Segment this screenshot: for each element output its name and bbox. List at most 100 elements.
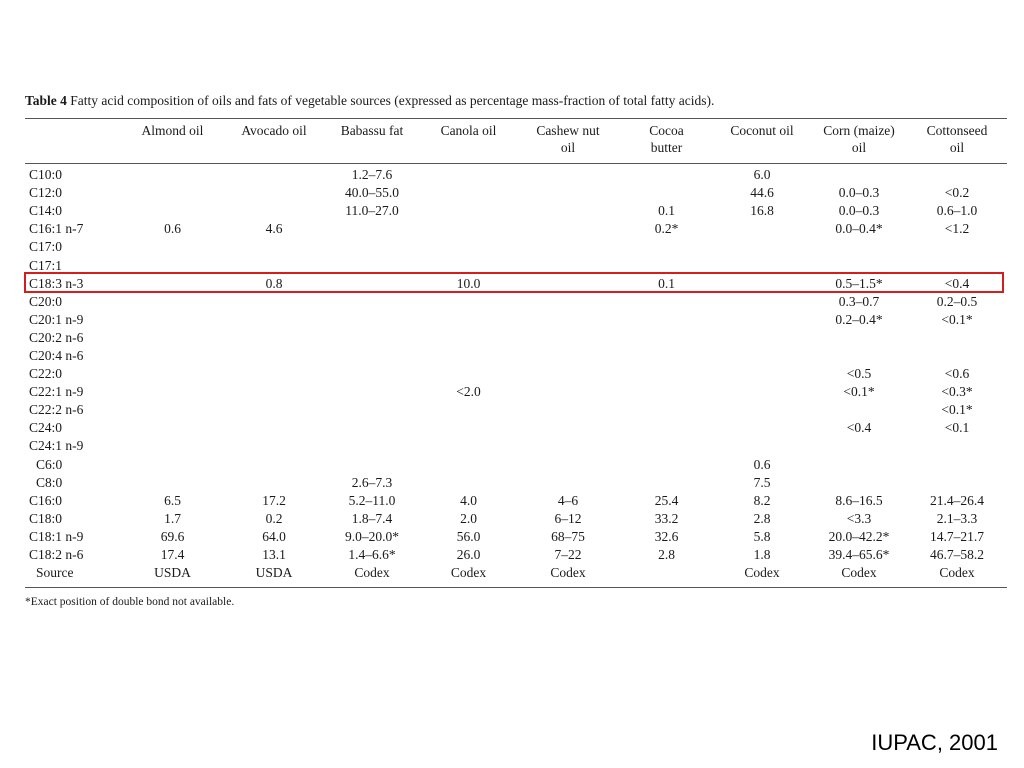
table-cell: Codex [550, 565, 586, 581]
table-cell [323, 329, 421, 347]
table-cell [120, 256, 225, 274]
fatty-acid-label: C22:1 n-9 [29, 384, 84, 400]
table-cell [620, 456, 713, 474]
table-cell [323, 401, 421, 419]
table-cell: <0.1 [944, 420, 970, 436]
column-header: Babassu fat [323, 120, 421, 166]
column-header-line: Cashew nut [536, 123, 600, 138]
table-cell [713, 220, 811, 238]
table-row: C16:0 6.5 17.2 5.2–11.0 4.0 4–6 25.4 8.2 8.6–16.… [25, 492, 1007, 510]
table-row: C18:0 1.7 0.2 1.8–7.4 2.0 6–12 33.2 2.8 <3.3 2.1–… [25, 510, 1007, 528]
table-cell [811, 347, 907, 365]
table-cell: 46.7–58.2 [930, 547, 984, 563]
table-cell: 5.8 [753, 528, 771, 544]
table-row: C6:0 0.6 [25, 456, 1007, 474]
column-header: Almond oil [120, 120, 225, 166]
table-cell [620, 347, 713, 365]
table-cell: 56.0 [456, 528, 481, 544]
table-cell [620, 311, 713, 329]
table-cell [225, 401, 323, 419]
table-cell: 44.6 [750, 185, 774, 201]
fatty-acid-label: C12:0 [29, 185, 63, 201]
table-cell: USDA [255, 565, 293, 581]
table-cell: Codex [450, 565, 487, 581]
table-cell: <0.4 [846, 420, 872, 436]
table-row: C17:0 [25, 238, 1007, 256]
table-cell: 9.0–20.0* [345, 528, 399, 544]
table-cell [323, 238, 421, 256]
fatty-acid-label: C17:0 [29, 239, 63, 255]
table-cell: 8.2 [753, 492, 771, 508]
fatty-acid-label: C24:1 n-9 [29, 438, 84, 454]
table-caption: Table 4 Fatty acid composition of oils a… [25, 93, 714, 109]
fatty-acid-label: Source [36, 565, 74, 581]
table-cell [620, 329, 713, 347]
column-header: Cocoa butter [620, 120, 713, 166]
fatty-acid-label: C16:0 [29, 492, 63, 508]
table-cell: <0.4 [944, 275, 970, 291]
table-cell [323, 365, 421, 383]
table-row: C14:0 11.0–27.0 0.1 16.8 0.0–0.3 0.6–1.0 [25, 202, 1007, 220]
table-top-rule [25, 118, 1007, 119]
table-cell: 2.8 [753, 510, 771, 526]
table-cell: Codex [744, 565, 780, 581]
table-cell [421, 220, 516, 238]
table-cell: 1.7 [164, 510, 181, 526]
table-cell [811, 401, 907, 419]
table-cell [225, 419, 323, 437]
table-cell [120, 419, 225, 437]
table-cell: <2.0 [456, 384, 481, 400]
table-row: C22:2 n-6 <0.1* [25, 401, 1007, 419]
table-cell: 10.0 [456, 275, 481, 291]
table-cell: 26.0 [456, 547, 481, 563]
table-cell: 4.0 [460, 492, 477, 508]
table-row: C24:0 <0.4 <0.1 [25, 419, 1007, 437]
table-cell [907, 456, 1007, 474]
table-cell [225, 329, 323, 347]
table-cell [620, 401, 713, 419]
table-cell [516, 166, 620, 184]
table-row: C20:4 n-6 [25, 347, 1007, 365]
table-cell [225, 456, 323, 474]
table-cell: 7.5 [753, 474, 771, 490]
table-cell: 0.1 [658, 275, 675, 291]
table-cell [811, 238, 907, 256]
table-header: Almond oil Avocado oil Babassu fat Canola o… [25, 120, 1007, 166]
fatty-acid-label: C14:0 [29, 203, 63, 219]
fatty-acid-label: C20:0 [29, 293, 63, 309]
column-header-line: Coconut oil [730, 123, 794, 138]
table-cell [120, 311, 225, 329]
table-cell: 5.2–11.0 [348, 492, 396, 508]
table-cell [516, 419, 620, 437]
column-header: Coconut oil [713, 120, 811, 166]
table-cell: 2.6–7.3 [351, 474, 393, 490]
column-header-line: oil [560, 140, 576, 155]
table-cell [516, 220, 620, 238]
table-cell [907, 329, 1007, 347]
table-title: Fatty acid composition of oils and fats … [66, 93, 715, 108]
column-header-line: oil [949, 140, 965, 155]
table-cell [620, 437, 713, 455]
fatty-acid-label: C10:0 [29, 167, 63, 183]
table-cell [907, 474, 1007, 492]
table-cell [421, 202, 516, 220]
table-cell: 20.0–42.2* [828, 528, 890, 544]
header-row: Almond oil Avocado oil Babassu fat Canola o… [25, 120, 1007, 166]
table-cell [120, 474, 225, 492]
table-cell: 4.6 [265, 221, 283, 237]
table-row: C8:0 2.6–7.3 7.5 [25, 474, 1007, 492]
table-cell: 0.6 [753, 456, 771, 472]
table-cell [323, 383, 421, 401]
table-cell [323, 419, 421, 437]
table-cell [225, 184, 323, 202]
fatty-acid-label: C17:1 [29, 257, 63, 273]
table-cell [120, 238, 225, 256]
table-header-rule [25, 163, 1007, 164]
table-cell [713, 419, 811, 437]
table-cell: <0.2 [944, 185, 970, 201]
table-cell [516, 401, 620, 419]
column-header-line: Cocoa [649, 123, 684, 138]
table-cell: 0.2 [265, 510, 283, 526]
fatty-acid-label: C18:0 [29, 510, 63, 526]
table-cell: <3.3 [846, 510, 872, 526]
